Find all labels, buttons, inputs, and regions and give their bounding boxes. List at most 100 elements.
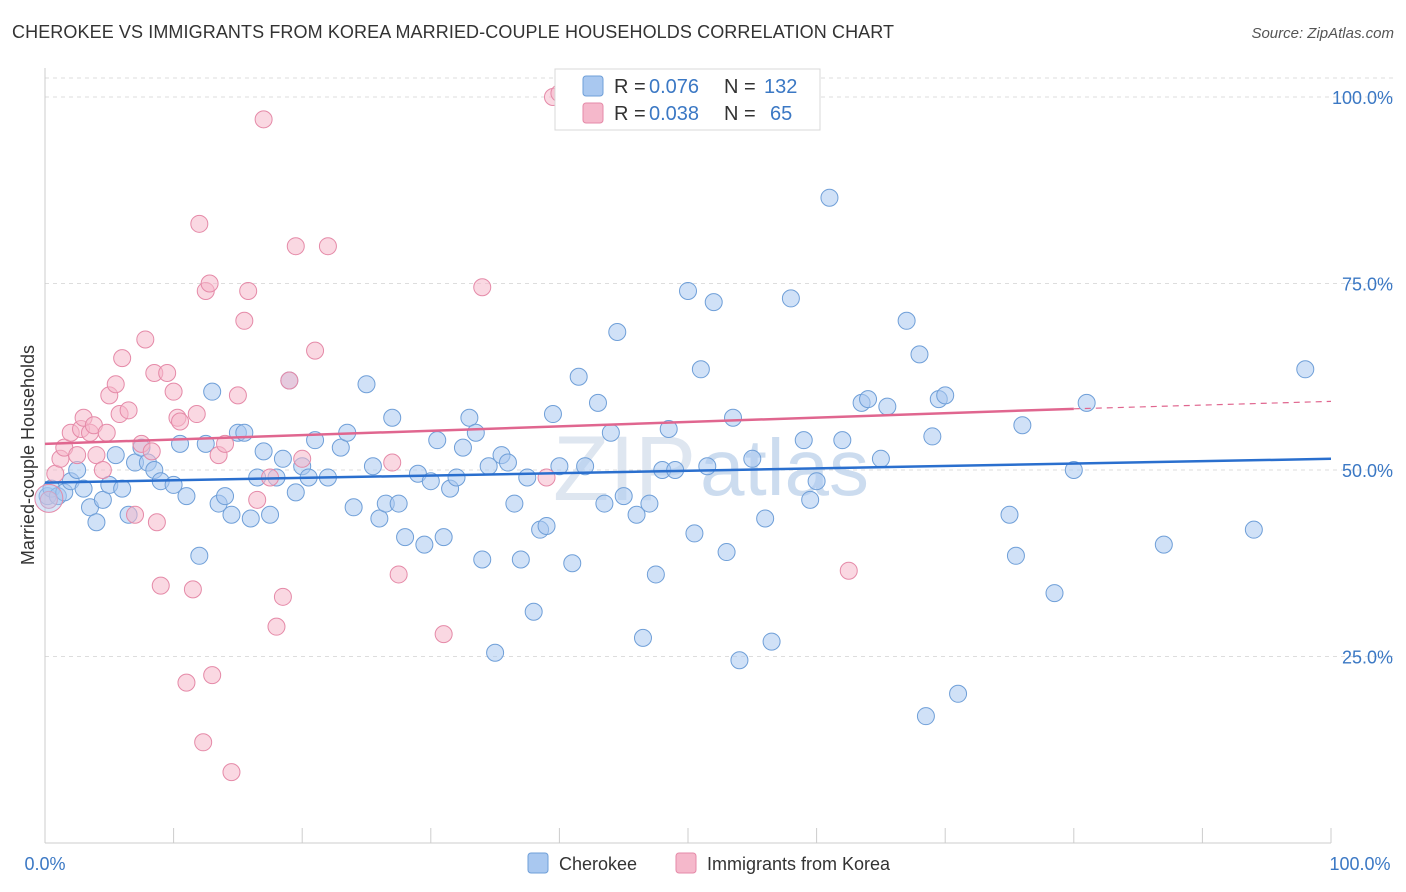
cherokee-point-96	[724, 408, 743, 427]
cherokee-point-103	[801, 490, 820, 509]
y-axis-title: Married-couple Households	[18, 345, 38, 565]
korea-point-5	[68, 446, 87, 465]
cherokee-point-72	[537, 516, 556, 535]
series-korea	[34, 84, 858, 782]
korea-point-39	[222, 763, 241, 782]
cherokee-point-86	[646, 565, 665, 584]
legend-bottom-swatch-cherokee	[527, 852, 549, 874]
cherokee-point-69	[518, 468, 537, 487]
korea-point-32	[190, 214, 209, 233]
x-axis-ticks	[44, 828, 1332, 843]
cherokee-point-94	[704, 293, 723, 312]
cherokee-point-80	[601, 423, 620, 442]
cherokee-point-92	[691, 360, 710, 379]
y-tick-label-0: 25.0%	[1342, 648, 1393, 668]
trend-line-cherokee	[44, 457, 1332, 484]
korea-point-0	[39, 490, 58, 509]
korea-point-41	[235, 311, 254, 330]
legend-top-swatch-korea	[582, 102, 604, 124]
korea-point-47	[273, 587, 292, 606]
cherokee-point-6	[74, 479, 93, 498]
cherokee-point-73	[543, 405, 562, 424]
cherokee-point-59	[453, 438, 472, 457]
y-tick-label-2: 75.0%	[1342, 275, 1393, 295]
korea-point-54	[389, 565, 408, 584]
cherokee-point-11	[106, 446, 125, 465]
cherokee-point-79	[595, 494, 614, 513]
trend-line-korea-extension	[1073, 400, 1332, 410]
cherokee-point-122	[1064, 461, 1083, 479]
cherokee-point-35	[273, 449, 292, 468]
cherokee-point-125	[1244, 520, 1263, 539]
legend-top-swatch-cherokee	[582, 75, 604, 97]
cherokee-point-55	[428, 431, 447, 450]
legend-top-r-label-cherokee: R =	[614, 76, 646, 98]
cherokee-point-121	[1045, 584, 1064, 603]
korea-point-26	[164, 382, 183, 401]
y-tick-label-3: 100.0%	[1332, 88, 1393, 108]
korea-point-11	[93, 461, 112, 479]
cherokee-point-117	[949, 684, 968, 703]
cherokee-point-113	[916, 707, 935, 726]
cherokee-point-104	[807, 472, 826, 491]
korea-point-18	[126, 505, 145, 524]
source-label: Source: ZipAtlas.com	[1251, 25, 1394, 42]
cherokee-point-88	[659, 419, 678, 438]
cherokee-point-70	[524, 602, 543, 621]
cherokee-point-12	[113, 479, 132, 498]
korea-point-28	[171, 412, 190, 431]
korea-point-31	[187, 405, 206, 424]
korea-point-35	[200, 274, 219, 293]
korea-point-48	[280, 371, 299, 390]
cherokee-point-8	[87, 513, 106, 532]
cherokee-point-53	[415, 535, 434, 554]
legend-top-n-label-korea: N =	[724, 103, 756, 125]
korea-point-25	[158, 364, 177, 383]
korea-point-10	[87, 446, 106, 465]
korea-point-14	[106, 375, 125, 394]
cherokee-point-44	[344, 498, 363, 517]
cherokee-point-126	[1296, 360, 1315, 379]
legend-bottom-label-korea: Immigrants from Korea	[707, 854, 891, 874]
korea-point-42	[239, 281, 258, 300]
korea-point-60	[839, 561, 858, 580]
cherokee-point-42	[331, 438, 350, 457]
legend-top-r-value-cherokee: 0.076	[649, 76, 699, 98]
cherokee-point-67	[505, 494, 524, 513]
cherokee-point-98	[743, 449, 762, 468]
cherokee-point-66	[498, 453, 517, 472]
cherokee-point-123	[1077, 393, 1096, 412]
x-tick-label-max: 100.0%	[1329, 854, 1390, 874]
korea-point-20	[136, 330, 155, 349]
cherokee-point-105	[820, 188, 839, 207]
korea-point-36	[203, 666, 222, 685]
cherokee-point-32	[254, 442, 273, 461]
korea-point-17	[119, 401, 138, 420]
korea-point-56	[473, 278, 492, 297]
korea-point-33	[194, 733, 213, 752]
cherokee-point-93	[698, 457, 717, 476]
cherokee-point-112	[910, 345, 929, 364]
cherokee-point-58	[447, 468, 466, 487]
korea-point-40	[228, 386, 247, 405]
cherokee-point-120	[1013, 416, 1032, 435]
legend-top: R = 0.076 N = 132 R = 0.038 N = 65	[554, 68, 821, 131]
korea-point-12	[97, 423, 116, 442]
korea-point-23	[147, 513, 166, 532]
cherokee-point-30	[241, 509, 260, 528]
cherokee-point-124	[1154, 535, 1173, 554]
y-tick-label-1: 50.0%	[1342, 461, 1393, 481]
cherokee-point-47	[370, 509, 389, 528]
y-axis-labels: 25.0% 50.0% 75.0% 100.0%	[1332, 88, 1393, 668]
cherokee-point-108	[859, 390, 878, 409]
cherokee-point-56	[434, 528, 453, 547]
cherokee-point-46	[363, 457, 382, 476]
cherokee-point-24	[203, 382, 222, 401]
legend-bottom: Cherokee Immigrants from Korea	[527, 852, 891, 874]
cherokee-point-54	[421, 472, 440, 491]
cherokee-point-116	[936, 386, 955, 405]
cherokee-point-51	[396, 528, 415, 547]
cherokee-point-97	[730, 651, 749, 670]
cherokee-point-9	[93, 490, 112, 509]
korea-point-1	[46, 464, 65, 483]
